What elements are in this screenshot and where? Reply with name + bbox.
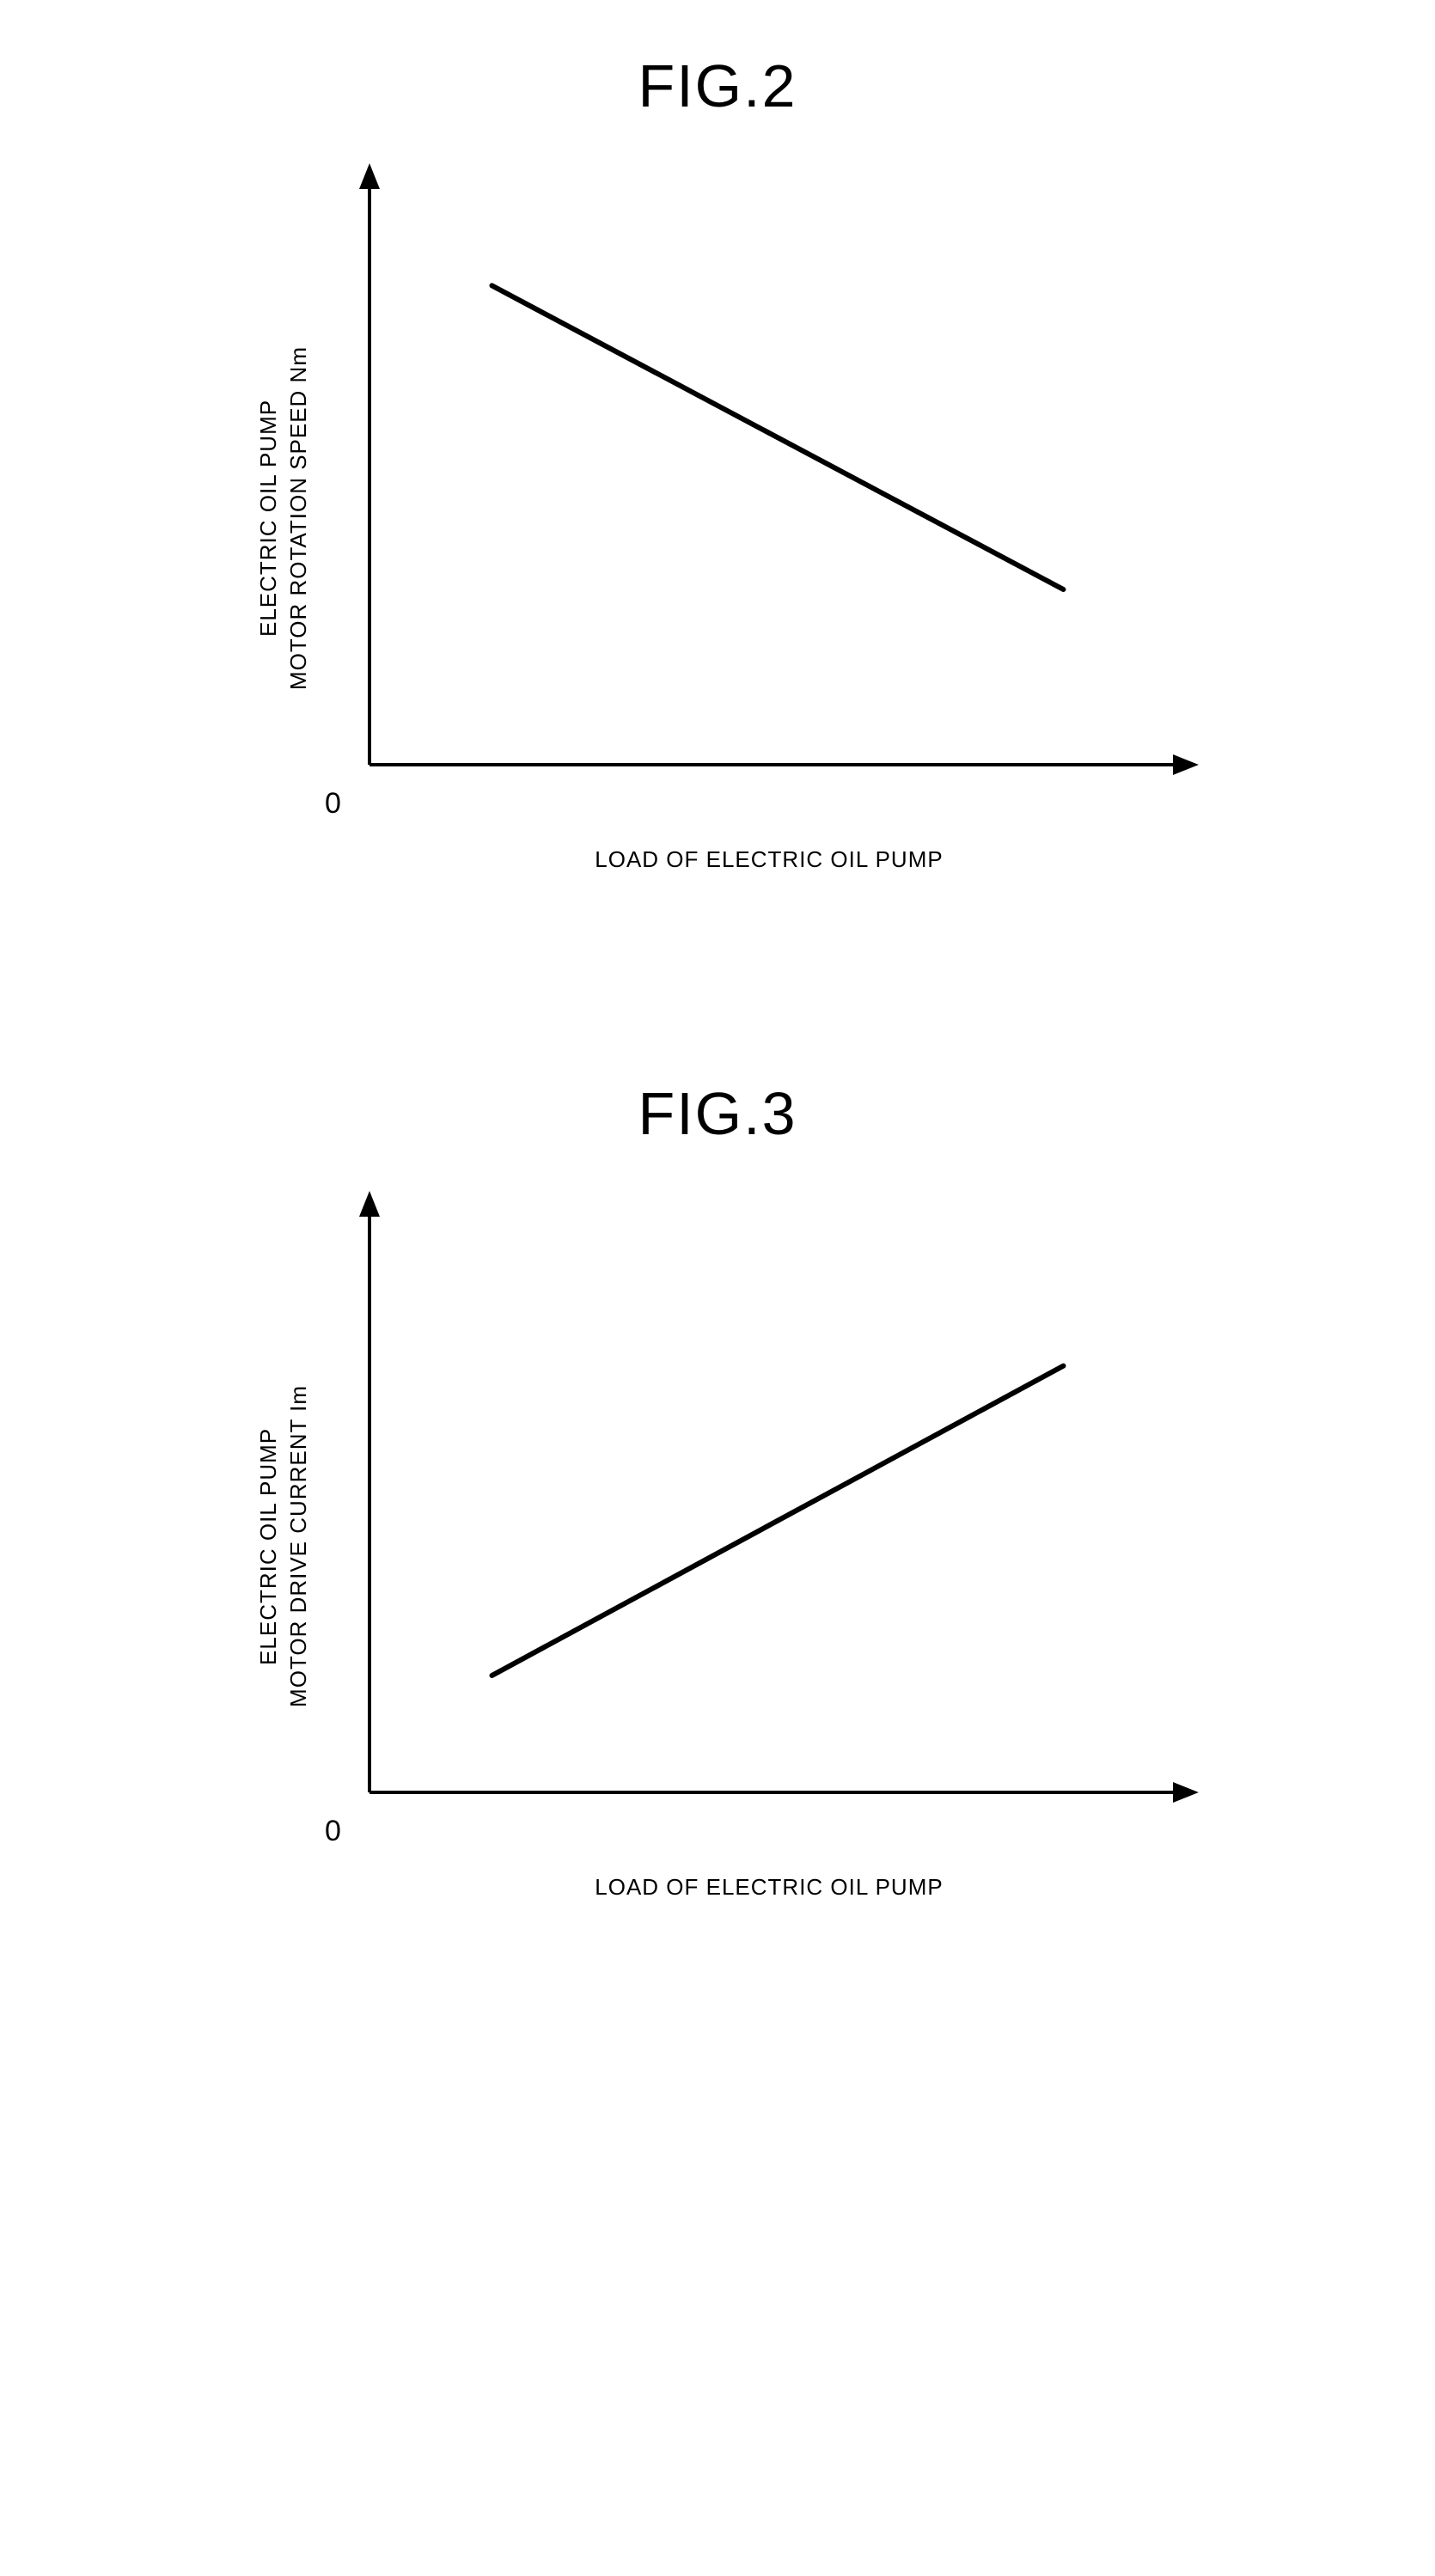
figure-2-x-arrow-icon <box>1173 754 1199 775</box>
figure-2-plot-wrap: ELECTRIC OIL PUMP MOTOR ROTATION SPEED N… <box>232 163 1203 873</box>
figure-2-svg <box>335 163 1203 782</box>
figure-2-ylabel-col: ELECTRIC OIL PUMP MOTOR ROTATION SPEED N… <box>232 163 335 873</box>
figure-2-data-line <box>492 285 1064 589</box>
figure-2: FIG.2 ELECTRIC OIL PUMP MOTOR ROTATION S… <box>0 52 1435 882</box>
figure-2-axes <box>359 163 1199 775</box>
figure-3-title: FIG.3 <box>638 1079 797 1148</box>
figure-2-xlabel: LOAD OF ELECTRIC OIL PUMP <box>335 846 1203 873</box>
figure-2-origin-label: 0 <box>325 787 341 821</box>
figure-gap <box>0 882 1435 1079</box>
figure-3-ylabel: ELECTRIC OIL PUMP MOTOR DRIVE CURRENT Im <box>253 1385 314 1707</box>
figure-3-plot-wrap: ELECTRIC OIL PUMP MOTOR DRIVE CURRENT Im… <box>232 1191 1203 1901</box>
figure-3-chart-col: 0 LOAD OF ELECTRIC OIL PUMP <box>335 1191 1203 1901</box>
figure-3-svg <box>335 1191 1203 1810</box>
figure-2-ylabel: ELECTRIC OIL PUMP MOTOR ROTATION SPEED N… <box>253 346 314 690</box>
figure-3-ylabel-col: ELECTRIC OIL PUMP MOTOR DRIVE CURRENT Im <box>232 1191 335 1901</box>
figure-3-xlabel: LOAD OF ELECTRIC OIL PUMP <box>335 1874 1203 1901</box>
figure-3-axes <box>359 1191 1199 1803</box>
figure-3-x-arrow-icon <box>1173 1782 1199 1803</box>
figure-3-y-arrow-icon <box>359 1191 380 1217</box>
figure-2-chart-col: 0 LOAD OF ELECTRIC OIL PUMP <box>335 163 1203 873</box>
figure-2-y-arrow-icon <box>359 163 380 189</box>
figure-2-title: FIG.2 <box>638 52 797 120</box>
figure-3: FIG.3 ELECTRIC OIL PUMP MOTOR DRIVE CURR… <box>0 1079 1435 1909</box>
figure-3-origin-label: 0 <box>325 1815 341 1848</box>
figure-3-data-line <box>492 1366 1064 1676</box>
